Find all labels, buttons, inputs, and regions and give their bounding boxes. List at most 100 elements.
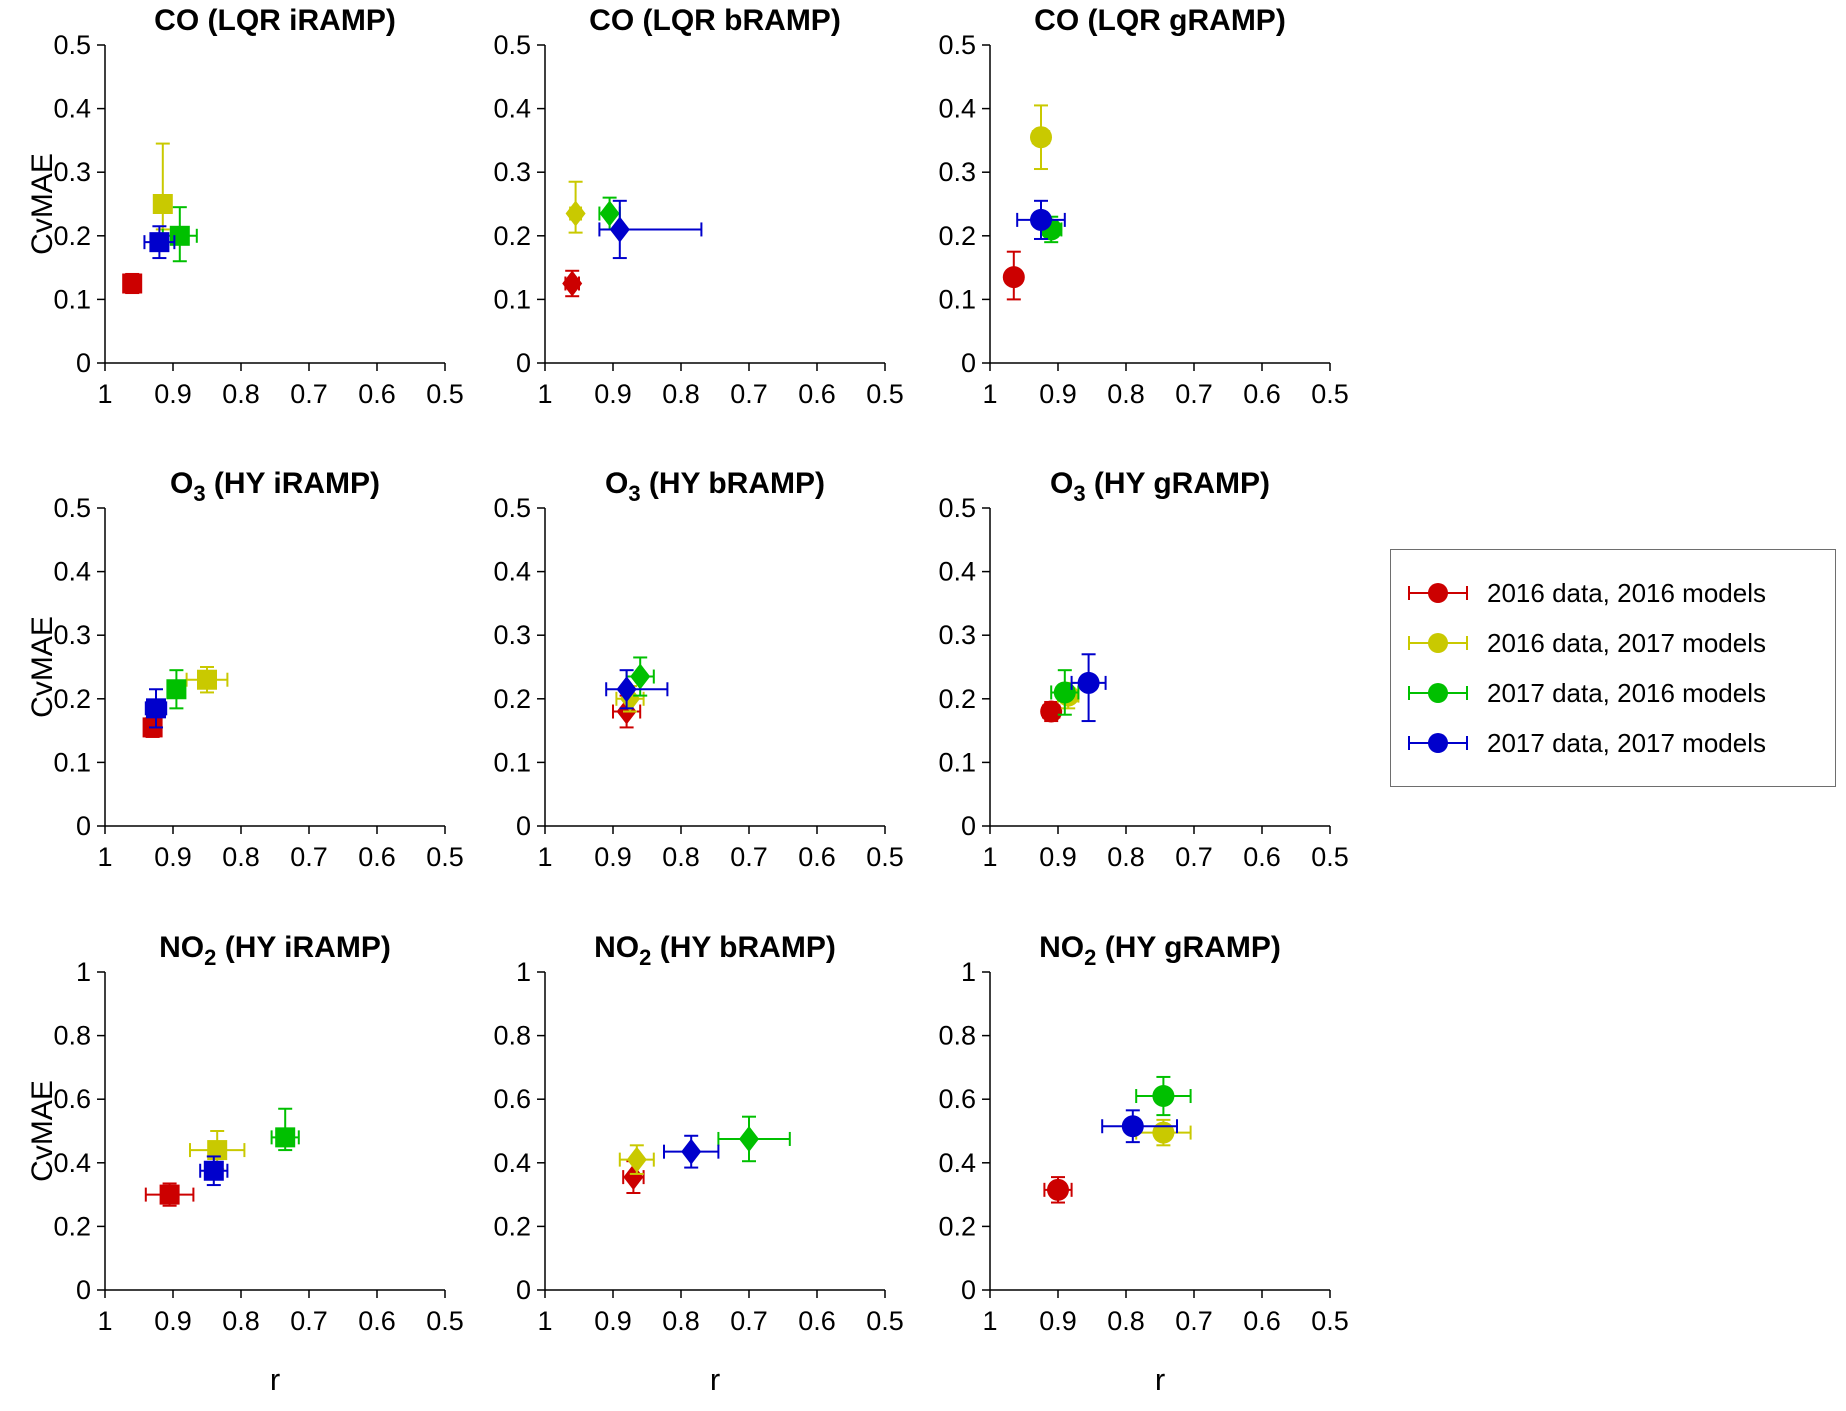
x-tick-label: 0.5	[1311, 379, 1349, 409]
x-tick-label: 0.6	[798, 842, 836, 872]
x-tick-label: 0.9	[594, 1306, 632, 1336]
data-point	[663, 1134, 720, 1169]
circle-marker	[1121, 1115, 1144, 1138]
data-point	[166, 669, 187, 710]
y-tick-label: 0.4	[493, 557, 531, 587]
circle-marker	[1077, 671, 1100, 694]
x-tick-label: 0.9	[594, 842, 632, 872]
y-tick-label: 0	[516, 348, 531, 378]
y-tick-label: 0.4	[493, 94, 531, 124]
subplot-svg: 1 0.9 0.8 0.7 0.6 0.5 0 0.1 0.2 0.3 0.4 0.5 CO (LQR …	[938, 4, 1349, 409]
legend-item: 2017 data, 2016 models	[1405, 668, 1821, 718]
x-tick-label: 0.8	[662, 842, 700, 872]
data-point	[1030, 104, 1052, 171]
x-tick-label: 0.5	[426, 1306, 464, 1336]
x-tick-label: 1	[982, 1306, 997, 1336]
subplot-svg: 1 0.9 0.8 0.7 0.6 0.5 0 0.1 0.2 0.3 0.4 0.5 O3 (HY g…	[938, 467, 1348, 872]
x-tick-label: 0.7	[290, 1306, 328, 1336]
subplot-title: CO (LQR gRAMP)	[1034, 4, 1286, 37]
x-tick-label: 0.8	[222, 1306, 260, 1336]
y-tick-label: 0	[961, 1275, 976, 1305]
subplot-svg: 1 0.9 0.8 0.7 0.6 0.5 0 0.2 0.4 0.6 0.8 1 NO2 (HY gR…	[938, 931, 1349, 1397]
data-point	[1043, 1176, 1073, 1204]
diamond-marker	[609, 216, 630, 243]
y-tick-label: 0.3	[938, 620, 976, 650]
x-tick-label: 1	[97, 842, 112, 872]
x-tick-label: 0.5	[1311, 1306, 1349, 1336]
legend-label: 2017 data, 2016 models	[1487, 677, 1766, 708]
data-point	[185, 666, 229, 694]
x-tick-label: 0.8	[1107, 1306, 1145, 1336]
x-tick-label: 0.6	[798, 379, 836, 409]
y-tick-label: 0.2	[53, 684, 91, 714]
y-tick-label: 0.6	[938, 1084, 976, 1114]
x-tick-label: 0.9	[1039, 1306, 1077, 1336]
x-tick-label: 0.6	[358, 1306, 396, 1336]
y-tick-label: 0.2	[493, 221, 531, 251]
x-tick-label: 0.6	[1243, 379, 1281, 409]
legend-label: 2017 data, 2017 models	[1487, 727, 1766, 758]
errorbar-marker-icon	[1405, 578, 1471, 608]
x-tick-label: 0.6	[1243, 1306, 1281, 1336]
x-tick-label: 0.7	[1175, 842, 1213, 872]
subplot-no2-hy-iramp: 1 0.9 0.8 0.7 0.6 0.5 0 0.2 0.4 0.6 0.8 1 NO2 (HY iR…	[26, 927, 490, 1410]
subplot-co-lqr-iramp: 1 0.9 0.8 0.7 0.6 0.5 0 0.1 0.2 0.3 0.4 0.5 CO (LQR …	[26, 0, 490, 428]
y-tick-label: 0.4	[53, 557, 91, 587]
data-point	[152, 142, 173, 231]
diamond-marker	[681, 1138, 702, 1165]
legend-item: 2017 data, 2017 models	[1405, 718, 1821, 768]
circle-marker	[1152, 1085, 1175, 1108]
diamond-marker	[616, 676, 637, 703]
data-point	[270, 1107, 300, 1152]
y-tick-label: 0.5	[493, 30, 531, 60]
y-tick-label: 0.6	[53, 1084, 91, 1114]
circle-marker	[1030, 208, 1052, 231]
data-point	[1070, 653, 1107, 723]
subplot-title: NO2 (HY iRAMP)	[159, 931, 391, 970]
data-point	[1050, 669, 1080, 716]
x-tick-label: 0.9	[154, 842, 192, 872]
subplot-svg: 1 0.9 0.8 0.7 0.6 0.5 0 0.1 0.2 0.3 0.4 0.5 O3 (HY i…	[26, 467, 464, 872]
x-tick-label: 1	[97, 379, 112, 409]
x-tick-label: 0.6	[358, 842, 396, 872]
subplot-svg: 1 0.9 0.8 0.7 0.6 0.5 0 0.2 0.4 0.6 0.8 1 NO2 (HY bR…	[493, 931, 903, 1397]
y-tick-label: 0.3	[53, 157, 91, 187]
y-axis-label: CvMAE	[30, 616, 59, 718]
circle-marker	[1152, 1121, 1175, 1144]
legend-item: 2016 data, 2017 models	[1405, 618, 1821, 668]
data-point	[565, 180, 586, 234]
data-point	[605, 669, 669, 710]
square-marker	[159, 1184, 180, 1205]
circle-marker	[1053, 681, 1076, 704]
x-tick-label: 0.7	[730, 379, 768, 409]
data-point	[1002, 250, 1025, 301]
x-tick-label: 0.5	[866, 379, 904, 409]
diamond-marker	[562, 270, 583, 297]
data-point	[143, 225, 176, 260]
x-axis-label: r	[270, 1362, 280, 1397]
y-tick-label: 0.8	[493, 1021, 531, 1051]
diamond-marker	[739, 1125, 759, 1152]
x-tick-label: 1	[537, 842, 552, 872]
diamond-marker	[623, 1164, 644, 1191]
x-tick-label: 0.9	[594, 379, 632, 409]
y-tick-label: 0.2	[938, 684, 976, 714]
y-tick-label: 0.1	[493, 747, 531, 777]
y-tick-label: 1	[961, 957, 976, 987]
errorbar-marker-icon	[1405, 728, 1471, 758]
subplot-o3-hy-iramp: 1 0.9 0.8 0.7 0.6 0.5 0 0.1 0.2 0.3 0.4 0.5 O3 (HY i…	[26, 463, 490, 891]
x-tick-label: 0.7	[1175, 1306, 1213, 1336]
y-tick-label: 0.6	[493, 1084, 531, 1114]
errorbar-marker-icon	[1405, 678, 1471, 708]
y-tick-label: 0.2	[53, 1211, 91, 1241]
y-tick-label: 1	[76, 957, 91, 987]
subplot-title: O3 (HY gRAMP)	[1050, 467, 1270, 506]
subplot-no2-hy-gramp: 1 0.9 0.8 0.7 0.6 0.5 0 0.2 0.4 0.6 0.8 1 NO2 (HY gR…	[915, 927, 1375, 1410]
data-point	[1016, 199, 1066, 240]
square-marker	[146, 698, 166, 719]
y-tick-label: 0	[961, 348, 976, 378]
y-tick-label: 0.5	[53, 493, 91, 523]
errorbar-marker-icon-svg	[1408, 583, 1468, 603]
data-point	[144, 688, 168, 729]
